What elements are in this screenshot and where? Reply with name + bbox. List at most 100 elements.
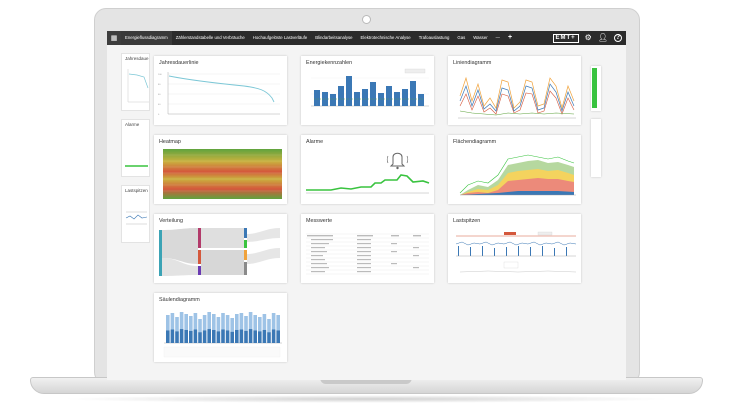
column-bar-base [175, 331, 179, 343]
sidebar-item-alarme[interactable]: Alarme [121, 119, 150, 177]
bell-icon [386, 152, 409, 170]
sidebar-item-label: Jahresdaue [125, 56, 149, 61]
tab-blindarbeitsanalyse[interactable]: Blindarbeitsanalyse [315, 35, 353, 40]
card-title: Lastspitzen [453, 218, 481, 224]
column-bar-top [179, 312, 184, 330]
column-bar-top [170, 313, 175, 330]
column-bar-base [248, 329, 253, 343]
column-chart [163, 312, 282, 358]
partial-card-right-1 [591, 66, 601, 111]
help-icon[interactable]: ? [614, 34, 622, 42]
sidebar-item-label: Lastspitzen [125, 188, 148, 193]
gear-icon[interactable]: ⚙ [584, 33, 592, 42]
card-title: Liniendiagramm [453, 60, 492, 66]
card-title: Verteilung [159, 218, 183, 224]
column-bar-base [230, 331, 234, 343]
svg-text:0: 0 [158, 114, 160, 116]
card-title: Alarme [306, 139, 324, 145]
column-bar-base [267, 332, 271, 343]
column-bar-base [193, 329, 198, 343]
card-messwerte[interactable]: Messwerte [301, 214, 434, 283]
column-bar-base [225, 330, 230, 343]
tab-zaehlerstandstabelle[interactable]: Zählerstandstabelle und Verbräuche [175, 35, 245, 40]
card-alarme[interactable]: Alarme [301, 135, 434, 204]
user-icon[interactable]: 👤︎ [597, 33, 608, 42]
app-screen: ▦ Energieflussdiagramm Zählerstandstabel… [107, 31, 626, 380]
column-bar-top [276, 315, 280, 331]
card-verteilung[interactable]: Verteilung [154, 214, 287, 283]
column-bar-base [239, 329, 244, 343]
peak-load-chart [455, 231, 577, 273]
tab-energieflussdiagramm[interactable]: Energieflussdiagramm [121, 31, 172, 45]
column-bar-top [235, 314, 239, 330]
column-bar-top [262, 314, 267, 330]
card-saeulendiagramm[interactable]: Säulendiagramm [154, 293, 287, 362]
mini-duration-chart [127, 69, 149, 103]
column-bar-top [244, 316, 248, 331]
top-navbar: ▦ Energieflussdiagramm Zählerstandstabel… [107, 31, 626, 45]
card-title: Messwerte [306, 218, 333, 224]
column-bar-base [235, 329, 239, 343]
column-bar-base [271, 329, 276, 343]
card-title: Flächendiagramm [453, 139, 497, 145]
more-tabs-button[interactable]: — [495, 35, 500, 40]
svg-text:80: 80 [158, 84, 161, 86]
column-bar-base [166, 330, 170, 343]
column-bar-top [207, 312, 211, 330]
column-bar-base [276, 330, 280, 343]
column-bar-top [202, 315, 207, 331]
column-bar-top [253, 315, 257, 331]
partial-card-right-2 [591, 119, 601, 177]
multi-line-chart [458, 76, 576, 119]
column-bar-top [216, 317, 221, 332]
mini-peaks-chart [125, 211, 148, 225]
column-bar-top [225, 315, 230, 331]
column-bar-base [244, 330, 248, 343]
card-energiekennzahlen[interactable]: Energiekennzahlen [301, 56, 434, 125]
brand-logo: EMT+ [552, 33, 579, 43]
card-jahresdauerlinie[interactable]: Jahresdauerlinie 100 80 60 40 0 [154, 56, 287, 125]
column-bar-base [179, 329, 184, 343]
tab-lastverlaeufe[interactable]: Hochaufgelöste Lastverläufe [252, 35, 308, 40]
svg-text:100: 100 [158, 74, 162, 76]
column-bar-top [212, 314, 216, 330]
sankey-chart [159, 228, 280, 276]
column-bar-top [230, 318, 234, 332]
tab-elektrotechnische-analyse[interactable]: Elektrotechnische Analyse [360, 35, 411, 40]
tab-trafoauslastung[interactable]: Trafoauslastung [418, 35, 450, 40]
card-lastspitzen[interactable]: Lastspitzen [448, 214, 581, 283]
add-tab-button[interactable]: + [507, 34, 513, 41]
card-flaechendiagramm[interactable]: Flächendiagramm [448, 135, 581, 204]
values-table [306, 233, 429, 275]
area-chart [459, 154, 576, 196]
column-bar-top [258, 317, 262, 332]
column-bar-base [212, 329, 216, 343]
column-bar-base [258, 331, 262, 343]
column-bar-top [166, 315, 170, 331]
card-title: Heatmap [159, 139, 181, 145]
duration-curve-chart: 100 80 60 40 0 [158, 72, 280, 116]
column-bar-top [239, 313, 244, 330]
column-bar-base [202, 330, 207, 343]
dashboard-grid-icon[interactable]: ▦ [107, 31, 121, 45]
column-bar-top [193, 313, 198, 330]
column-bar-top [198, 319, 202, 333]
card-title: Jahresdauerlinie [159, 60, 199, 66]
column-bar-base [189, 330, 193, 343]
card-title: Säulendiagramm [159, 297, 200, 303]
column-bar-base [170, 329, 175, 343]
camera [362, 15, 371, 24]
card-title: Energiekennzahlen [306, 60, 353, 66]
laptop-shadow [60, 395, 673, 403]
column-bar-base [207, 329, 211, 343]
card-liniendiagramm[interactable]: Liniendiagramm [448, 56, 581, 125]
column-bar-top [189, 316, 193, 331]
energy-bar-chart [311, 68, 429, 107]
column-bar-base [262, 329, 267, 343]
sidebar-item-lastspitzen[interactable]: Lastspitzen [121, 185, 150, 243]
card-heatmap[interactable]: Heatmap [154, 135, 287, 204]
tab-wasser[interactable]: Wasser [473, 35, 488, 40]
sidebar-item-jahresdauerlinie[interactable]: Jahresdaue [121, 53, 150, 111]
tab-gas[interactable]: Gas [457, 35, 466, 40]
